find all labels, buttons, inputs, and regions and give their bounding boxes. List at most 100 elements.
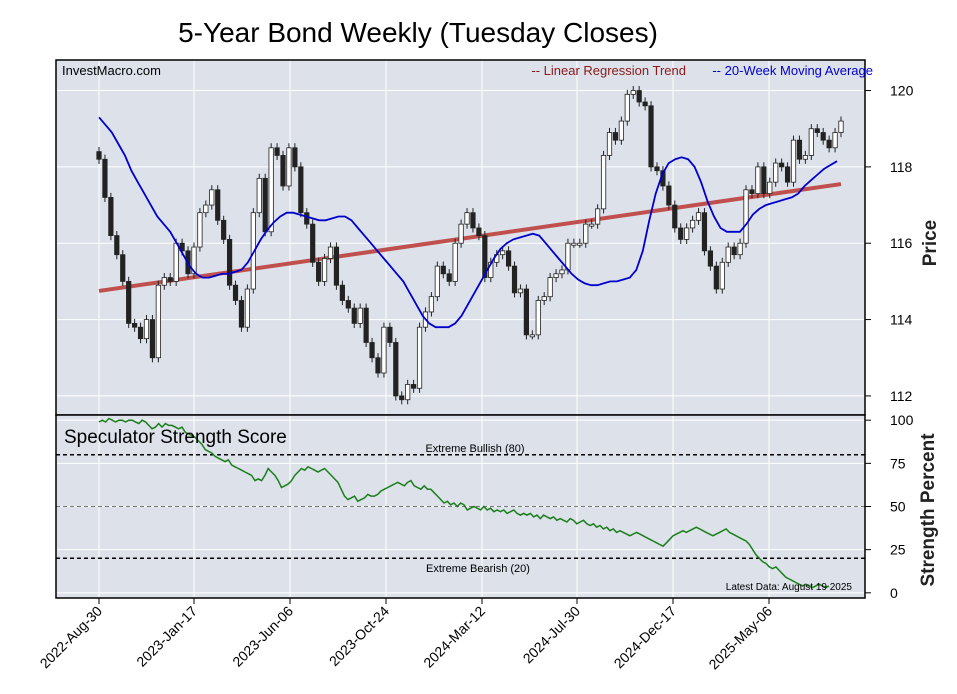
candle-body	[737, 242, 743, 256]
candle-body	[577, 242, 583, 246]
x-tick-label: 2024-Mar-12	[420, 603, 488, 671]
candle-body	[719, 261, 725, 290]
candle-body	[209, 189, 215, 206]
x-tick-label: 2025-May-06	[705, 603, 775, 673]
strength-title: Speculator Strength Score	[64, 427, 287, 448]
price-y-ticks: 112 114 116 118 120	[865, 83, 914, 404]
candle-body	[321, 258, 328, 282]
legend-regression: -- Linear Regression Trend	[531, 63, 686, 78]
candle-body	[405, 384, 411, 401]
candle-body	[446, 273, 452, 282]
candle-body	[814, 128, 820, 133]
candle-body	[832, 132, 838, 149]
candle-body	[238, 300, 245, 328]
candle-body	[773, 162, 779, 183]
candle-body	[375, 357, 381, 374]
strength-line	[98, 417, 830, 589]
candle-body	[790, 139, 797, 183]
extreme-bearish-label: Extreme Bearish (20)	[426, 563, 530, 575]
candle-body	[132, 322, 138, 328]
candle-body	[173, 242, 179, 282]
candle-body	[345, 300, 351, 309]
candle-body	[381, 326, 387, 374]
candle-body	[802, 155, 808, 160]
candle-body	[280, 155, 286, 187]
candle-body	[102, 158, 108, 198]
candle-body	[399, 395, 405, 401]
price-candles	[96, 85, 844, 405]
candle-body	[571, 242, 577, 246]
candle-body	[143, 319, 150, 340]
strength-path	[98, 417, 830, 589]
candle-body	[559, 269, 565, 275]
candle-body	[684, 227, 690, 240]
price-y-tick-label: 116	[890, 235, 913, 251]
x-tick-label: 2022-Aug-30	[37, 603, 106, 672]
candle-body	[363, 307, 369, 343]
candle-body	[523, 288, 529, 336]
candle-body	[500, 250, 506, 256]
candle-body	[167, 277, 173, 282]
candle-body	[796, 139, 803, 160]
x-tick-label: 2023-Jun-06	[229, 603, 296, 670]
candle-body	[339, 284, 345, 301]
candle-body	[476, 227, 482, 236]
candle-body	[589, 223, 595, 227]
candle-body	[137, 326, 144, 340]
candle-body	[149, 319, 156, 359]
candle-body	[784, 166, 791, 183]
candle-body	[654, 166, 660, 172]
strength-plot-frame	[55, 414, 866, 599]
candle-body	[155, 284, 161, 359]
candle-body	[226, 239, 233, 286]
candle-body	[583, 223, 589, 244]
candle-body	[416, 326, 423, 389]
candle-body	[761, 166, 767, 195]
strength-reference-lines	[56, 453, 865, 560]
candle-body	[203, 204, 209, 214]
x-tick-label: 2024-Dec-17	[611, 603, 680, 672]
candle-body	[630, 90, 636, 95]
candle-body	[197, 212, 203, 248]
candle-body	[595, 208, 601, 225]
price-y-axis-label: Price	[920, 220, 941, 266]
candle-body	[369, 342, 375, 359]
candle-body	[464, 212, 470, 225]
candle-body	[666, 185, 672, 206]
candle-body	[672, 204, 678, 229]
candle-body	[304, 212, 310, 225]
candle-body	[690, 219, 696, 229]
candle-body	[357, 307, 363, 324]
candle-body	[725, 246, 731, 263]
candle-body	[161, 277, 167, 286]
candle-body	[411, 384, 417, 389]
candle-body	[648, 105, 654, 168]
price-y-tick-label: 112	[890, 388, 913, 404]
candle-body	[707, 250, 714, 267]
candle-body	[535, 300, 541, 336]
candle-body	[612, 132, 619, 141]
moving-average-line	[98, 116, 838, 329]
strength-y-tick-label: 100	[890, 412, 914, 428]
candle-body	[333, 246, 340, 286]
candle-body	[838, 120, 844, 133]
candle-body	[440, 265, 446, 275]
candle-body	[553, 273, 559, 278]
candle-body	[636, 90, 642, 103]
strength-y-tick-label: 75	[890, 455, 906, 471]
candle-body	[120, 254, 126, 282]
candle-body	[316, 261, 322, 282]
candle-body	[310, 223, 316, 263]
candle-body	[191, 246, 197, 275]
candle-body	[826, 139, 832, 149]
candle-body	[351, 307, 357, 324]
candle-body	[256, 177, 262, 214]
candle-body	[713, 265, 719, 290]
legend-moving-average: -- 20-Week Moving Average	[712, 63, 873, 78]
candle-body	[642, 101, 648, 107]
candle-body	[470, 212, 476, 229]
candle-body	[701, 212, 708, 252]
candle-body	[600, 155, 607, 210]
x-tick-label: 2024-Jul-30	[520, 603, 584, 667]
strength-y-axis-label: Strength Percent	[918, 433, 939, 587]
